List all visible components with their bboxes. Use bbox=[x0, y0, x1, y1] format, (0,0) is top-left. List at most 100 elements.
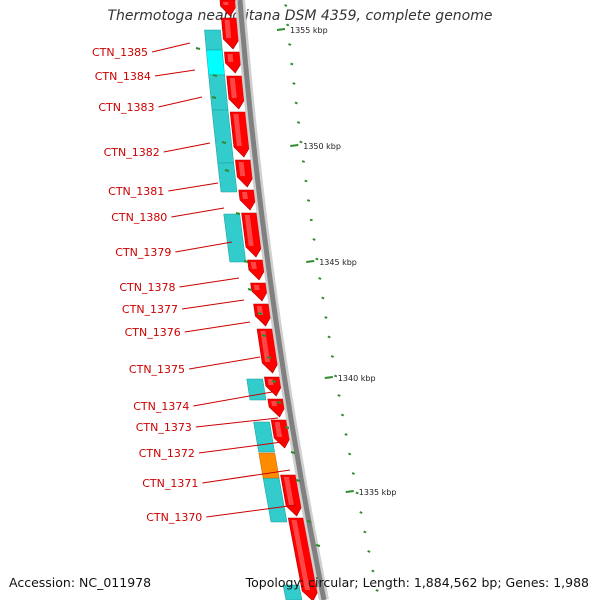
gene-label-ctn_1385[interactable]: CTN_1385 bbox=[92, 46, 148, 59]
cds-feature[interactable] bbox=[211, 109, 234, 164]
inner-tick bbox=[261, 334, 267, 337]
tick-1345-label: 1345 kbp bbox=[319, 258, 357, 267]
minor-tick bbox=[324, 316, 328, 319]
cds-feature[interactable] bbox=[208, 74, 229, 111]
minor-tick bbox=[296, 121, 301, 124]
minor-tick bbox=[359, 511, 363, 514]
gene-label-ctn_1377[interactable]: CTN_1377 bbox=[122, 303, 178, 316]
gene-label-ctn_1372[interactable]: CTN_1372 bbox=[139, 447, 195, 460]
inner-tick bbox=[247, 288, 253, 291]
gene-leader-line bbox=[151, 42, 191, 53]
forward-gene[interactable] bbox=[219, 0, 237, 17]
minor-tick bbox=[340, 413, 345, 417]
gene-label-ctn_1381[interactable]: CTN_1381 bbox=[108, 185, 164, 198]
inner-tick bbox=[243, 260, 249, 263]
minor-tick bbox=[299, 140, 303, 144]
gene-leader-line bbox=[202, 469, 291, 484]
forward-gene-highlight bbox=[224, 20, 232, 38]
minor-tick bbox=[284, 4, 288, 7]
gene-label-ctn_1382[interactable]: CTN_1382 bbox=[104, 146, 160, 159]
gene-leader-line bbox=[168, 182, 219, 192]
cds-feature[interactable] bbox=[253, 421, 275, 453]
inner-tick bbox=[266, 356, 272, 359]
gene-leader-line bbox=[154, 69, 196, 77]
major-tick bbox=[290, 144, 299, 147]
gene-label-ctn_1379[interactable]: CTN_1379 bbox=[115, 246, 171, 259]
forward-gene[interactable] bbox=[238, 189, 257, 211]
inner-tick bbox=[295, 479, 301, 482]
inner-tick bbox=[284, 426, 290, 429]
tick-1355-label: 1355 kbp bbox=[290, 26, 328, 35]
forward-gene[interactable] bbox=[224, 51, 242, 74]
minor-tick bbox=[371, 569, 375, 573]
minor-tick bbox=[375, 589, 379, 592]
minor-tick bbox=[321, 296, 325, 300]
minor-tick bbox=[288, 43, 292, 46]
forward-gene-highlight bbox=[291, 520, 310, 590]
inner-tick bbox=[235, 212, 241, 215]
minor-tick bbox=[348, 452, 352, 456]
minor-tick bbox=[306, 199, 311, 202]
inner-tick bbox=[315, 544, 321, 547]
minor-tick bbox=[351, 472, 355, 475]
minor-tick bbox=[304, 179, 308, 183]
minor-tick bbox=[334, 374, 338, 378]
minor-tick bbox=[294, 101, 298, 105]
scale-ticks: 1355 kbp 1350 kbp 1345 kbp 1340 kbp 1335 kbp bbox=[195, 4, 397, 592]
minor-tick bbox=[367, 550, 371, 553]
minor-tick bbox=[312, 238, 316, 241]
inner-tick bbox=[195, 47, 201, 50]
tick-1335-label: 1335 kbp bbox=[359, 488, 397, 497]
gene-labels: CTN_1385 CTN_1384 CTN_1383 CTN_1382 CTN_1381… bbox=[92, 42, 297, 524]
cds-feature[interactable] bbox=[282, 584, 303, 600]
gene-label-ctn_1374[interactable]: CTN_1374 bbox=[133, 400, 189, 413]
inner-tick bbox=[212, 74, 218, 77]
gene-label-ctn_1370[interactable]: CTN_1370 bbox=[146, 511, 202, 524]
gene-label-ctn_1384[interactable]: CTN_1384 bbox=[95, 70, 151, 83]
map-title: Thermotoga neapolitana DSM 4359, complet… bbox=[107, 8, 493, 24]
forward-gene-highlight bbox=[260, 331, 271, 362]
forward-gene[interactable] bbox=[267, 398, 286, 418]
inner-tick bbox=[271, 380, 277, 383]
orange-feature[interactable] bbox=[258, 452, 280, 479]
backbone-line bbox=[237, 0, 327, 600]
gene-leader-line bbox=[171, 207, 225, 218]
forward-gene-highlight bbox=[253, 285, 260, 290]
cds-feature[interactable] bbox=[246, 378, 267, 401]
gene-leader-line bbox=[206, 504, 297, 518]
gene-leader-line bbox=[184, 321, 251, 333]
gene-label-ctn_1380[interactable]: CTN_1380 bbox=[111, 211, 167, 224]
forward-gene[interactable] bbox=[247, 259, 266, 281]
cds-feature[interactable] bbox=[204, 29, 223, 51]
minor-tick bbox=[292, 82, 296, 85]
minor-tick bbox=[337, 394, 341, 397]
forward-gene-highlight bbox=[227, 54, 234, 62]
minor-tick bbox=[330, 355, 334, 358]
minor-tick bbox=[355, 491, 359, 495]
gene-label-ctn_1376[interactable]: CTN_1376 bbox=[125, 326, 181, 339]
gene-leader-line bbox=[158, 96, 203, 108]
major-tick bbox=[276, 28, 286, 31]
forward-gene-highlight bbox=[229, 78, 237, 98]
gene-label-ctn_1383[interactable]: CTN_1383 bbox=[98, 101, 154, 114]
inner-tick bbox=[224, 169, 230, 172]
minor-tick bbox=[318, 277, 322, 280]
gene-leader-line bbox=[175, 241, 233, 253]
inner-tick bbox=[211, 96, 217, 99]
accession-text: Accession: NC_011978 bbox=[9, 575, 152, 590]
forward-gene-highlight bbox=[238, 162, 246, 176]
cds-feature-highlighted[interactable] bbox=[206, 49, 225, 76]
gene-label-ctn_1375[interactable]: CTN_1375 bbox=[129, 363, 185, 376]
gene-label-ctn_1373[interactable]: CTN_1373 bbox=[136, 421, 192, 434]
gene-label-ctn_1371[interactable]: CTN_1371 bbox=[142, 477, 198, 490]
minor-tick bbox=[327, 335, 331, 339]
feature-tracks bbox=[204, 0, 319, 600]
gene-label-ctn_1378[interactable]: CTN_1378 bbox=[119, 281, 175, 294]
inner-tick bbox=[290, 451, 296, 454]
minor-tick bbox=[315, 257, 319, 261]
cds-feature[interactable] bbox=[217, 162, 238, 193]
forward-gene[interactable] bbox=[250, 282, 269, 302]
major-tick bbox=[306, 260, 315, 263]
